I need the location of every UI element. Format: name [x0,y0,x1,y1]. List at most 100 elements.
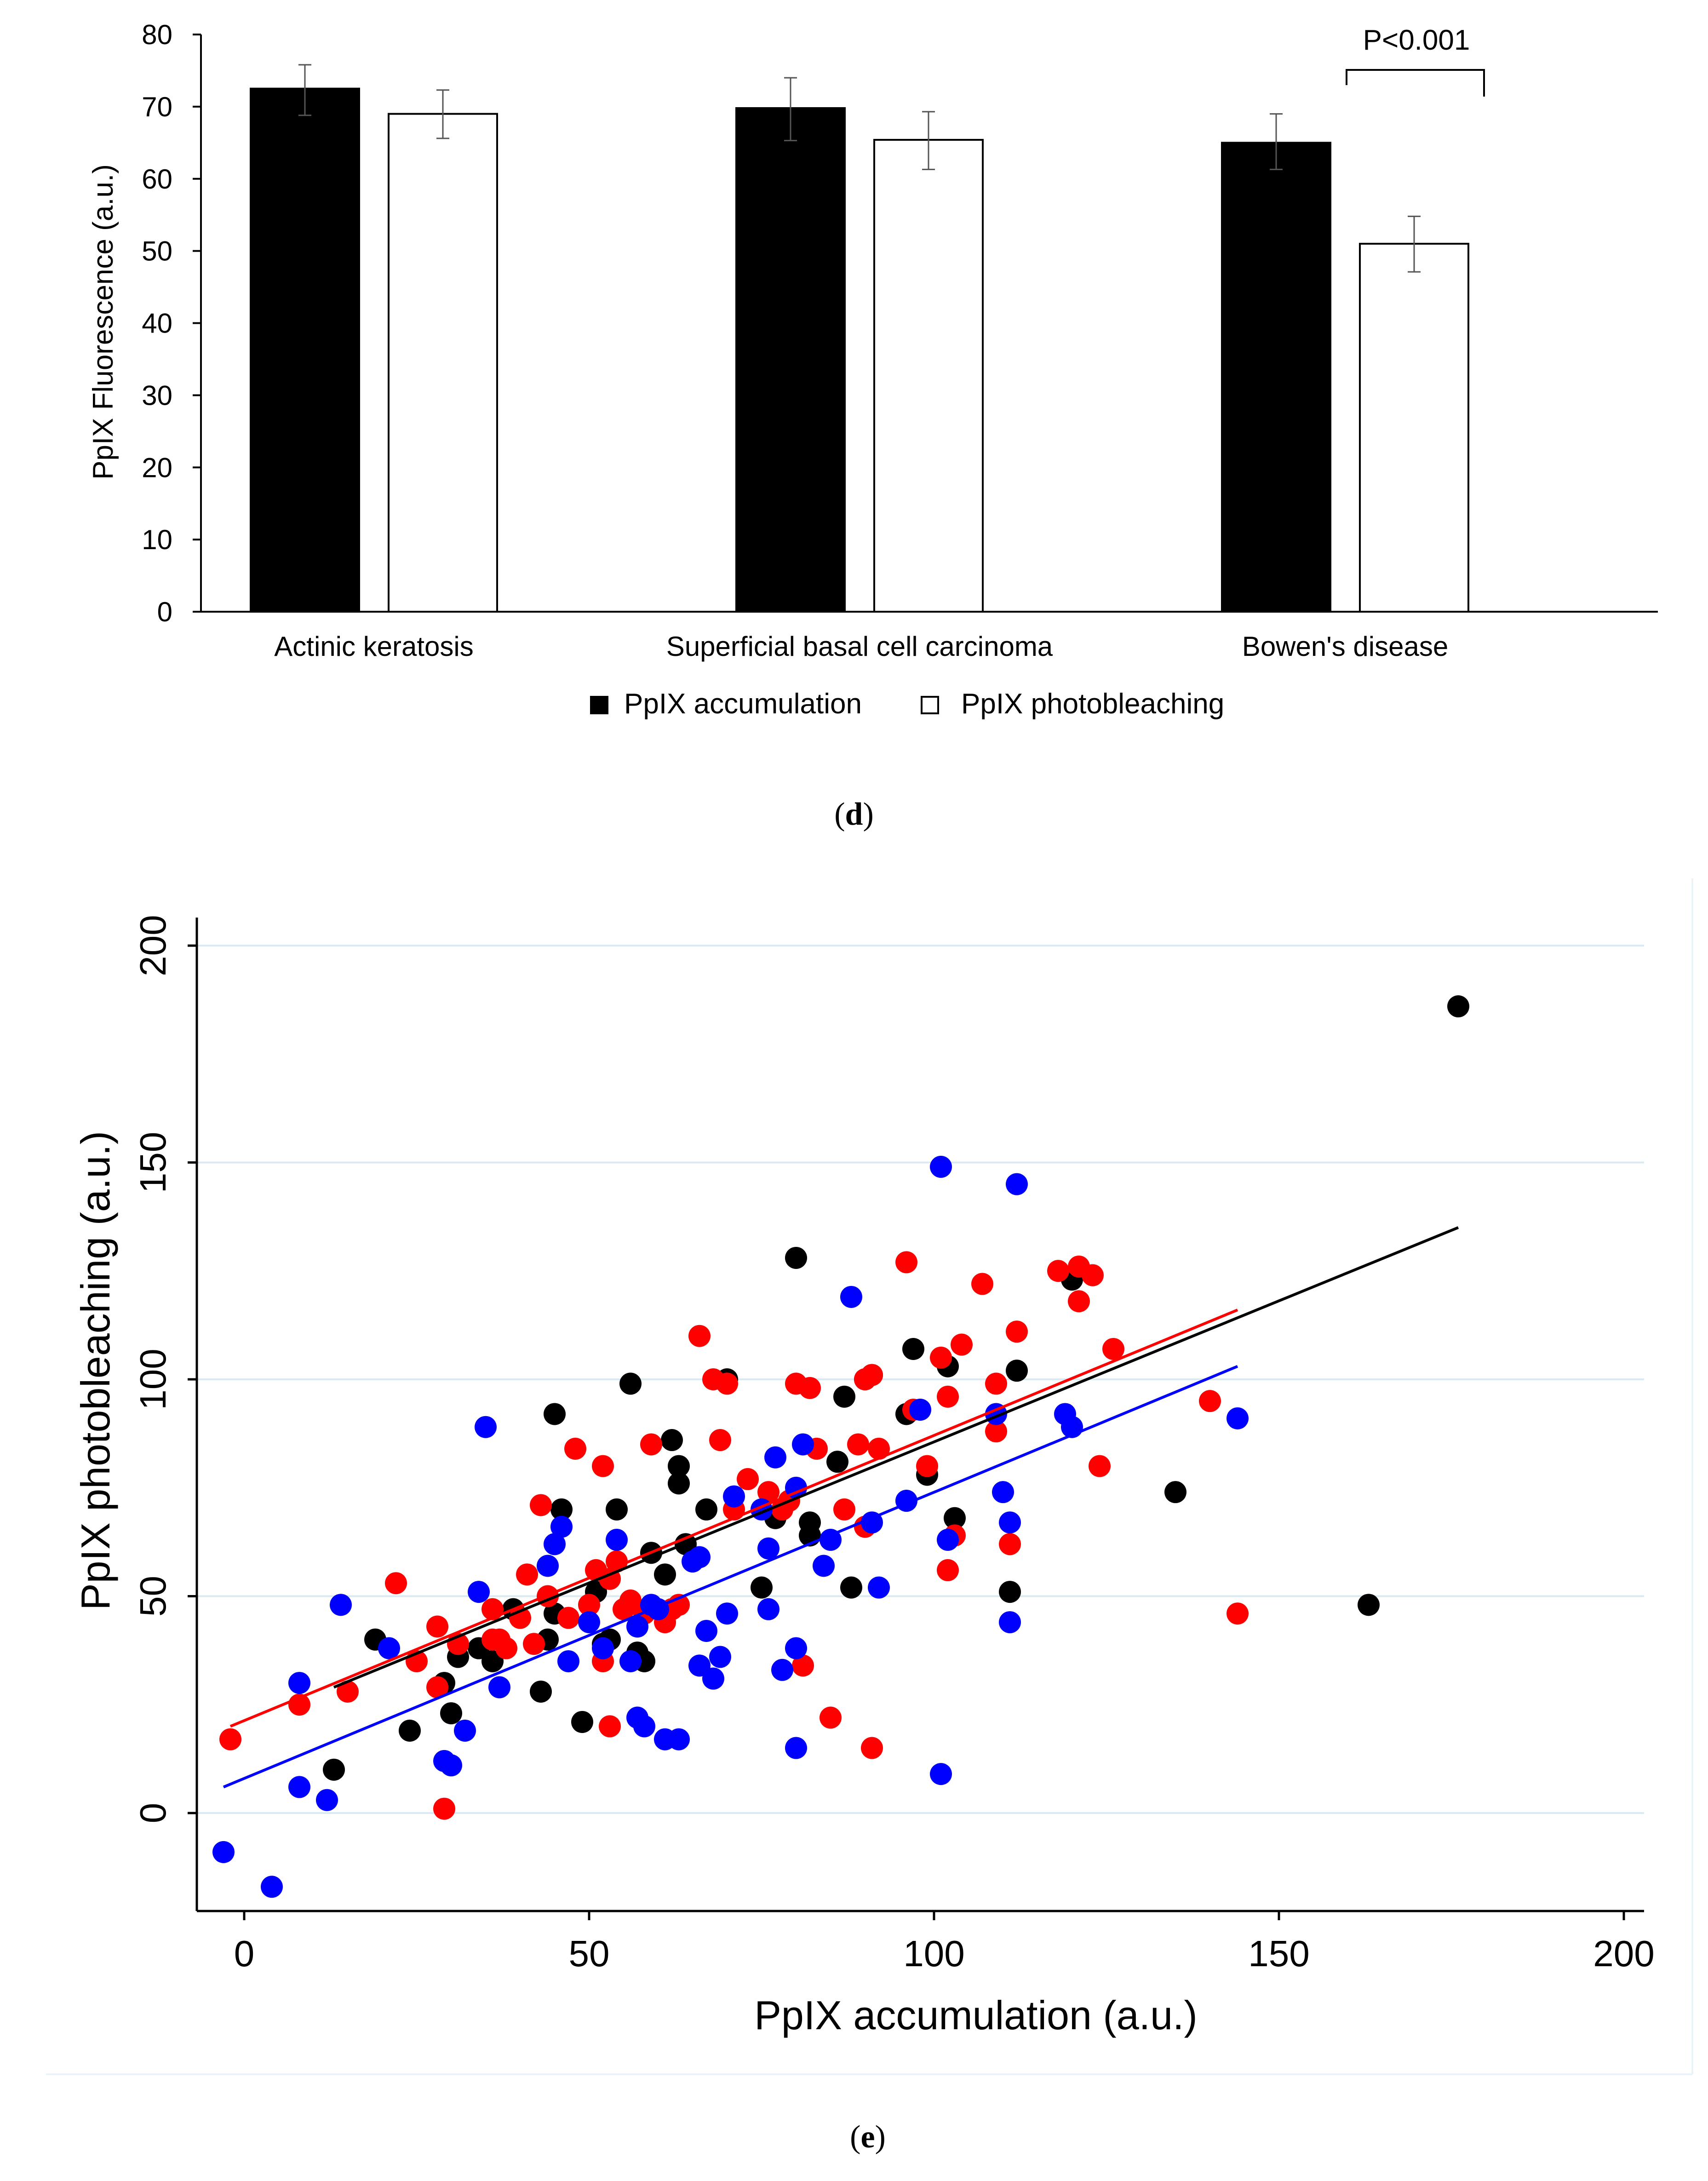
bar-chart-y-axis-label: PpIX Fluorescence (a.u.) [87,164,119,480]
scatter-point-red [971,1273,993,1295]
scatter-point-black [668,1455,690,1477]
scatter-point-red [820,1706,842,1729]
scatter-point-red [640,1433,662,1456]
legend-swatch-accumulation [590,696,608,714]
scatter-fit-lines [223,1226,1459,1789]
scatter-point-blue [316,1789,338,1811]
scatter-point-blue [606,1528,628,1551]
scatter-point-red [599,1715,621,1738]
bar-chart-panel: 0 10 20 30 40 50 60 70 80 PpIX Fluorescence (a.u… [87,19,1658,832]
scatter-point-red [557,1607,579,1629]
scatter-point-red [516,1563,538,1586]
scatter-point-red [578,1594,600,1616]
scatter-point-black [1358,1594,1380,1616]
scatter-point-blue [992,1481,1014,1504]
scatter-point-red [937,1385,959,1408]
scatter-point-red [937,1559,959,1581]
scatter-point-red [433,1797,455,1820]
scatter-point-black [530,1680,552,1703]
scatter-point-blue [288,1672,310,1694]
bar-photobleaching [388,113,498,613]
bar-chart-bars [250,87,1469,613]
scatter-point-black [751,1576,773,1599]
fit-line-blue [223,1365,1238,1789]
scatter-point-black [833,1385,855,1408]
bar-y-tick-label: 80 [142,19,172,50]
scatter-point-blue [792,1433,814,1456]
scatter-point-red [530,1494,552,1516]
bar-chart-error-bars [298,64,1421,273]
scatter-point-blue [840,1286,862,1308]
scatter-point-blue [688,1546,711,1568]
scatter-point-red [1227,1602,1249,1625]
scatter-point-black [668,1472,690,1495]
scatter-point-black [481,1650,504,1672]
error-bar [784,77,797,142]
scatter-point-blue [626,1615,648,1638]
scatter-point-black [440,1702,462,1725]
scatter-point-red [709,1429,731,1452]
scatter-point-red [606,1550,628,1573]
scatter-point-blue [764,1446,786,1469]
scatter-point-blue [440,1754,462,1777]
scatter-point-blue [723,1485,745,1508]
bar-y-tick-label: 30 [142,380,172,411]
scatter-point-black [1006,1360,1028,1382]
legend-label-accumulation: PpIX accumulation [624,688,862,720]
scatter-point-blue [695,1619,717,1642]
caption-d-letter: d [845,797,863,832]
scatter-point-red [930,1346,952,1369]
scatter-point-red [592,1455,614,1477]
scatter-x-tick-label: 150 [1248,1933,1309,1974]
scatter-point-red [861,1737,883,1759]
scatter-point-red [999,1533,1021,1555]
scatter-x-tick-label: 200 [1593,1933,1654,1974]
scatter-point-red [564,1437,586,1460]
scatter-point-black [902,1337,924,1360]
scatter-points [212,995,1469,1898]
scatter-x-axis-label: PpIX accumulation (a.u.) [754,1992,1198,2038]
error-bar [922,111,935,170]
scatter-point-blue [785,1737,807,1759]
legend-label-photobleaching: PpIX photobleaching [961,688,1224,720]
scatter-point-blue [930,1155,952,1178]
scatter-point-black [571,1710,593,1733]
scatter-point-blue [716,1602,738,1625]
scatter-y-ticks: 0 50 100 150 200 [132,915,197,1823]
scatter-point-blue [212,1841,235,1863]
bar-y-tick-label: 60 [142,164,172,195]
scatter-point-blue [909,1399,931,1421]
scatter-chart-panel: 0 50 100 150 200 0 50 100 150 200 PpIX accumulat… [46,878,1693,2155]
scatter-point-red [1068,1290,1090,1313]
scatter-point-blue [550,1515,573,1538]
bar-chart-category-labels: Actinic keratosis Superficial basal cell … [274,631,1448,662]
bar-accumulation [1221,142,1331,613]
error-bar [298,64,311,116]
scatter-point-black [999,1581,1021,1603]
scatter-point-blue [771,1659,793,1681]
fit-line-black [333,1226,1459,1689]
scatter-y-tick-label: 100 [132,1349,173,1410]
bar-chart-y-ticks: 0 10 20 30 40 50 60 70 80 [142,19,201,627]
scatter-point-black [606,1498,628,1521]
scatter-x-ticks: 0 50 100 150 200 [234,1911,1655,1974]
scatter-point-blue [488,1676,510,1699]
scatter-point-blue [454,1719,476,1742]
scatter-point-blue [378,1637,400,1659]
scatter-point-blue [288,1776,310,1798]
caption-e-open: ( [850,2119,860,2155]
scatter-point-blue [813,1555,835,1577]
scatter-point-red [985,1372,1007,1395]
scatter-point-blue [868,1576,890,1599]
scatter-point-red [799,1377,821,1399]
scatter-point-red [688,1325,711,1347]
scatter-point-black [619,1372,642,1395]
scatter-point-black [1164,1481,1186,1504]
scatter-point-blue [592,1637,614,1659]
scatter-point-blue [999,1511,1021,1534]
scatter-point-red [1082,1264,1104,1286]
legend-swatch-photobleaching [921,696,939,714]
caption-d-open: ( [834,797,845,832]
scatter-point-red [1199,1390,1221,1412]
